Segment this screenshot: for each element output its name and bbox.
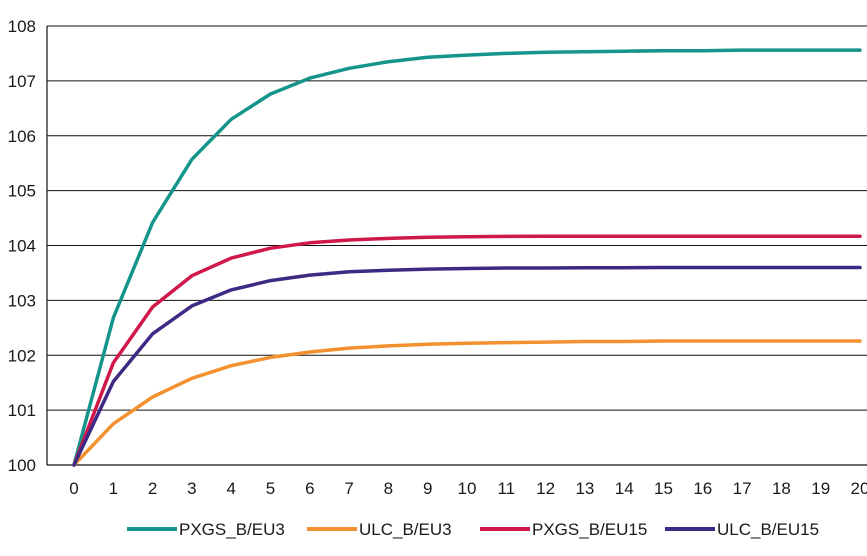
- legend: PXGS_B/EU3 ULC_B/EU3 PXGS_B/EU15 ULC_B/EU15: [127, 520, 819, 539]
- x-tick-label: 13: [575, 479, 594, 498]
- x-tick-label: 15: [654, 479, 673, 498]
- y-tick-label: 102: [8, 346, 36, 365]
- x-tick-label: 19: [811, 479, 830, 498]
- x-tick-label: 12: [536, 479, 555, 498]
- series-line: [72, 265, 862, 467]
- series-line: [72, 234, 862, 467]
- x-tick-label: 1: [109, 479, 118, 498]
- axes: [46, 26, 867, 466]
- x-axis-tick-labels: 0 1 2 3 4 5 6 7 8 9 10 11 12 13 14 15 16 17 18 19 20: [69, 479, 867, 498]
- series-lines: [72, 48, 862, 467]
- x-tick-label: 3: [187, 479, 196, 498]
- legend-label: ULC_B/EU15: [717, 520, 819, 539]
- x-tick-label: 18: [772, 479, 791, 498]
- x-tick-label: 11: [497, 479, 515, 498]
- x-tick-label: 16: [693, 479, 712, 498]
- x-tick-label: 8: [384, 479, 393, 498]
- legend-label: ULC_B/EU3: [359, 520, 452, 539]
- x-tick-label: 0: [69, 479, 78, 498]
- series-line: [72, 339, 862, 467]
- x-tick-label: 4: [226, 479, 235, 498]
- x-tick-label: 9: [423, 479, 432, 498]
- x-tick-label: 17: [733, 479, 752, 498]
- y-tick-label: 106: [8, 127, 36, 146]
- x-tick-label: 14: [615, 479, 634, 498]
- x-tick-label: 7: [344, 479, 353, 498]
- x-tick-label: 10: [458, 479, 477, 498]
- x-tick-label: 6: [305, 479, 314, 498]
- y-tick-label: 101: [8, 401, 36, 420]
- y-tick-label: 100: [8, 456, 36, 475]
- y-tick-label: 107: [8, 72, 36, 91]
- y-tick-label: 105: [8, 182, 36, 201]
- y-axis-tick-labels: 100 101 102 103 104 105 106 107 108: [8, 17, 36, 475]
- legend-label: PXGS_B/EU3: [179, 520, 285, 539]
- legend-label: PXGS_B/EU15: [532, 520, 647, 539]
- gridlines: [47, 25, 867, 411]
- x-tick-label: 20: [851, 479, 867, 498]
- x-tick-label: 2: [148, 479, 157, 498]
- y-tick-label: 104: [8, 237, 36, 256]
- y-tick-label: 108: [8, 17, 36, 36]
- x-tick-label: 5: [266, 479, 275, 498]
- y-tick-label: 103: [8, 291, 36, 310]
- series-line: [72, 48, 862, 467]
